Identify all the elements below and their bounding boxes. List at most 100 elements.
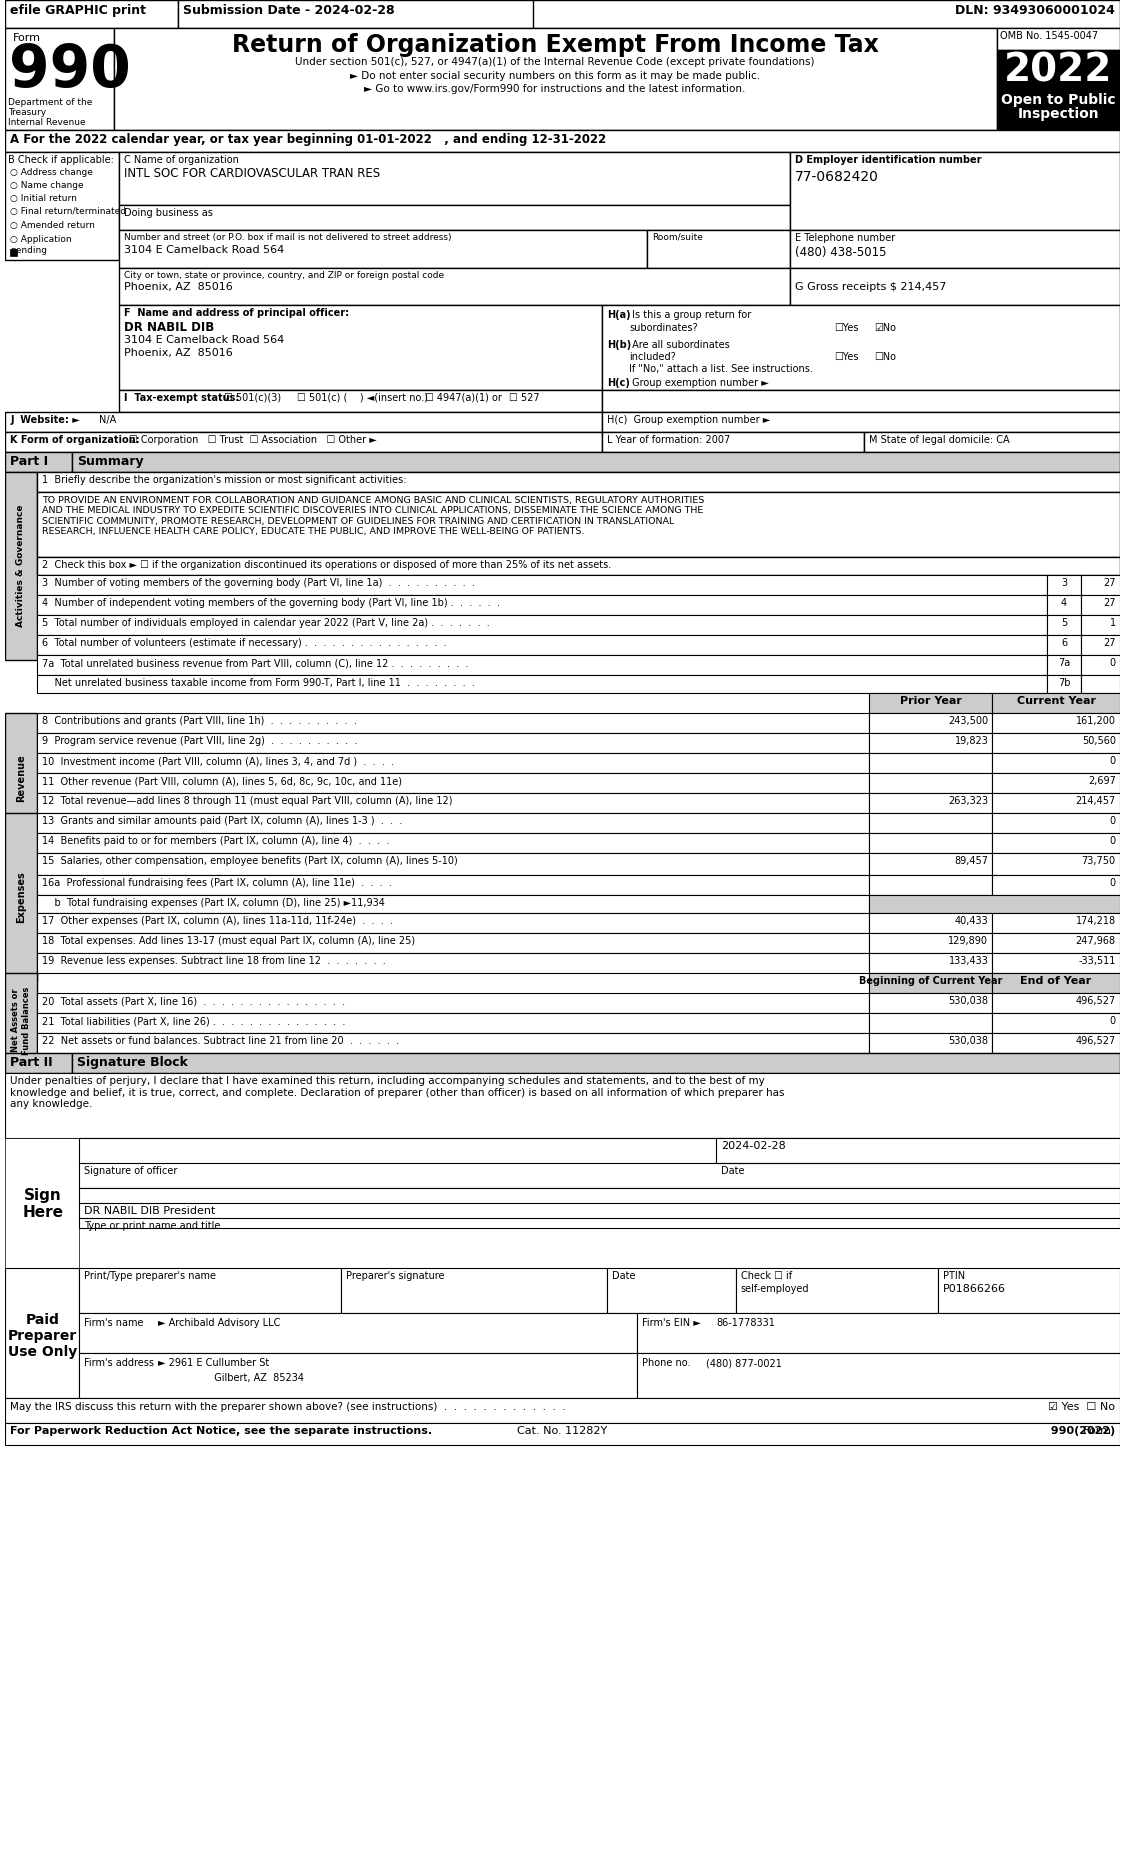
Text: ☐Yes: ☐Yes [834, 352, 859, 362]
Text: N/A: N/A [99, 416, 116, 425]
Text: For Paperwork Reduction Act Notice, see the separate instructions.: For Paperwork Reduction Act Notice, see … [10, 1426, 432, 1435]
Text: 27: 27 [1103, 598, 1115, 608]
Text: 7a: 7a [1058, 658, 1070, 667]
Text: 3: 3 [1061, 578, 1067, 587]
Bar [1082, 654, 1120, 675]
Text: 8  Contributions and grants (Part VIII, line 1h)  .  .  .  .  .  .  .  .  .  .: 8 Contributions and grants (Part VIII, l… [42, 716, 357, 725]
Bar [37, 595, 1047, 615]
Bar [869, 874, 992, 895]
Bar [1047, 654, 1082, 675]
Text: Return of Organization Exempt From Income Tax: Return of Organization Exempt From Incom… [231, 34, 878, 58]
Text: 19  Revenue less expenses. Subtract line 18 from line 12  .  .  .  .  .  .  .: 19 Revenue less expenses. Subtract line … [42, 956, 385, 966]
Text: Type or print name and title: Type or print name and title [85, 1221, 220, 1230]
Bar [6, 1268, 79, 1398]
Bar [119, 306, 603, 390]
Text: Beginning of Current Year: Beginning of Current Year [859, 977, 1003, 986]
Text: Is this a group return for: Is this a group return for [629, 309, 751, 321]
Text: Inspection: Inspection [1017, 106, 1100, 121]
Text: Revenue: Revenue [16, 755, 26, 802]
Text: ☑ Corporation   ☐ Trust  ☐ Association   ☐ Other ►: ☑ Corporation ☐ Trust ☐ Association ☐ Ot… [129, 434, 376, 445]
Bar [37, 472, 1120, 492]
Text: H(c): H(c) [607, 378, 630, 388]
Text: 2,697: 2,697 [1088, 775, 1115, 787]
Bar [6, 1139, 79, 1268]
Bar [869, 934, 992, 953]
Text: included?: included? [629, 352, 676, 362]
Bar [1047, 574, 1082, 595]
Text: 496,527: 496,527 [1076, 995, 1115, 1007]
Text: J  Website: ►: J Website: ► [10, 416, 80, 425]
Bar [992, 934, 1120, 953]
Text: 990(2022): 990(2022) [1042, 1426, 1114, 1435]
Text: 0: 0 [1110, 816, 1115, 826]
Bar [869, 813, 992, 833]
Bar [1082, 675, 1120, 693]
Text: Firm's EIN ►: Firm's EIN ► [642, 1318, 701, 1327]
Bar [790, 153, 1120, 229]
Bar [997, 28, 1120, 50]
Text: 13  Grants and similar amounts paid (Part IX, column (A), lines 1-3 )  .  .  .: 13 Grants and similar amounts paid (Part… [42, 816, 402, 826]
Text: 174,218: 174,218 [1076, 915, 1115, 926]
Text: ☐ 527: ☐ 527 [509, 393, 540, 403]
Bar [992, 874, 1120, 895]
Bar [869, 753, 992, 774]
Bar [869, 833, 992, 854]
Text: 1  Briefly describe the organization's mission or most significant activities:: 1 Briefly describe the organization's mi… [42, 475, 406, 485]
Text: Gilbert, AZ  85234: Gilbert, AZ 85234 [158, 1374, 304, 1383]
Bar [869, 854, 992, 874]
Text: 3104 E Camelback Road 564: 3104 E Camelback Road 564 [124, 336, 283, 345]
Text: pending: pending [10, 246, 47, 255]
Bar [6, 0, 1120, 28]
Text: ☐Yes: ☐Yes [834, 322, 859, 334]
Text: Number and street (or P.O. box if mail is not delivered to street address): Number and street (or P.O. box if mail i… [124, 233, 452, 242]
Bar [997, 89, 1120, 130]
Bar [997, 50, 1120, 89]
Text: 990: 990 [9, 43, 131, 99]
Text: 2022: 2022 [1005, 52, 1113, 89]
Text: B Check if applicable:: B Check if applicable: [8, 155, 114, 166]
Bar [992, 714, 1120, 733]
Bar [37, 934, 869, 953]
Text: 15  Salaries, other compensation, employee benefits (Part IX, column (A), lines : 15 Salaries, other compensation, employe… [42, 856, 457, 867]
Text: Date: Date [612, 1271, 636, 1281]
Text: 3104 E Camelback Road 564: 3104 E Camelback Road 564 [124, 244, 283, 255]
Bar [790, 268, 1120, 306]
Text: subordinates?: subordinates? [629, 322, 698, 334]
Bar [6, 813, 37, 980]
Text: ☑No: ☑No [874, 322, 896, 334]
Text: DR NABIL DIB: DR NABIL DIB [124, 321, 213, 334]
Text: Signature Block: Signature Block [77, 1057, 189, 1068]
Text: Firm's address: Firm's address [85, 1359, 155, 1368]
Bar [716, 1139, 1120, 1163]
Bar [6, 432, 603, 451]
Text: 20  Total assets (Part X, line 16)  .  .  .  .  .  .  .  .  .  .  .  .  .  .  . : 20 Total assets (Part X, line 16) . . . … [42, 995, 344, 1007]
Text: 133,433: 133,433 [948, 956, 988, 966]
Text: 263,323: 263,323 [948, 796, 988, 805]
Bar [869, 774, 992, 792]
Text: 0: 0 [1110, 835, 1115, 846]
Bar [37, 714, 869, 733]
Bar [119, 205, 790, 229]
Bar [37, 833, 869, 854]
Bar [938, 1268, 1120, 1312]
Text: Internal Revenue: Internal Revenue [8, 117, 86, 127]
Text: TO PROVIDE AN ENVIRONMENT FOR COLLABORATION AND GUIDANCE AMONG BASIC AND CLINICA: TO PROVIDE AN ENVIRONMENT FOR COLLABORAT… [42, 496, 704, 537]
Bar [992, 693, 1120, 714]
Text: End of Year: End of Year [1021, 977, 1092, 986]
Text: (480) 438-5015: (480) 438-5015 [795, 246, 886, 259]
Text: Department of the: Department of the [8, 99, 93, 106]
Bar [119, 229, 647, 268]
Text: 7b: 7b [1058, 678, 1070, 688]
Bar [37, 874, 869, 895]
Text: Under section 501(c), 527, or 4947(a)(1) of the Internal Revenue Code (except pr: Under section 501(c), 527, or 4947(a)(1)… [296, 58, 815, 67]
Bar [992, 833, 1120, 854]
Bar [603, 432, 864, 451]
Bar [79, 1312, 637, 1353]
Text: Firm's name: Firm's name [85, 1318, 143, 1327]
Bar [6, 472, 37, 660]
Text: 19,823: 19,823 [954, 736, 988, 746]
Bar [6, 412, 603, 432]
Bar [1047, 595, 1082, 615]
Bar [6, 451, 72, 472]
Text: ☐ 4947(a)(1) or: ☐ 4947(a)(1) or [425, 393, 501, 403]
